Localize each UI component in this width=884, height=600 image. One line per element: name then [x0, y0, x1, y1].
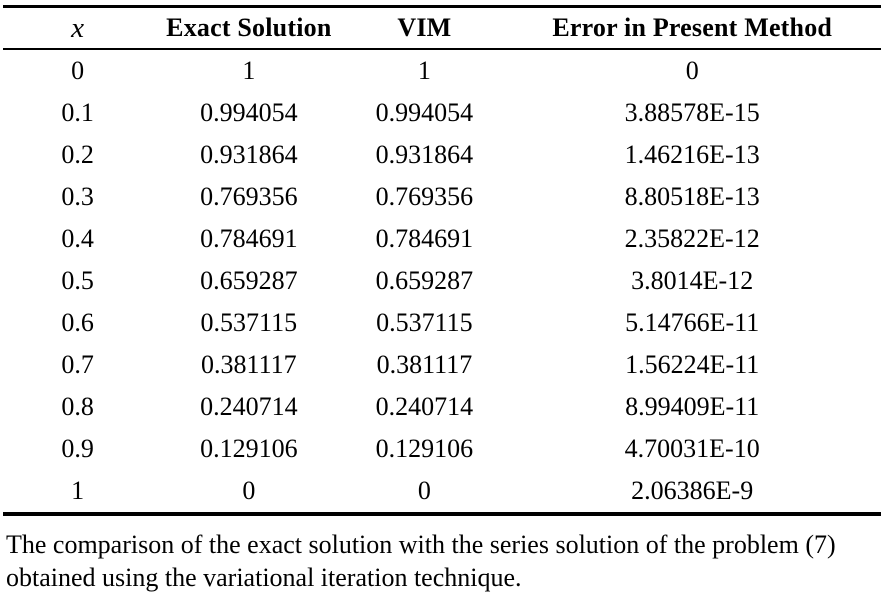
table-cell: 0.784691 [200, 224, 298, 253]
comparison-table: x Exact Solution VIM Error in Present Metho… [3, 5, 881, 516]
table-cell: 0.537115 [200, 308, 298, 337]
table-cell: 1.56224E-11 [625, 350, 760, 379]
table-cell: 0.5 [61, 266, 94, 295]
column-header-x: x [71, 11, 85, 44]
table-cell: 8.99409E-11 [625, 392, 760, 421]
table-row: 0.9 0.129106 0.129106 4.70031E-10 [3, 428, 881, 470]
table-cell: 0.129106 [375, 434, 474, 463]
table-row: 1 0 0 2.06386E-9 [3, 470, 881, 512]
table-cell: 0.129106 [200, 434, 298, 463]
table-cell: 0 [71, 56, 85, 85]
table-row: 0 1 1 0 [3, 50, 881, 92]
table-row: 0.3 0.769356 0.769356 8.80518E-13 [3, 176, 881, 218]
table-cell: 8.80518E-13 [624, 182, 760, 211]
table-cell: 2.35822E-12 [624, 224, 760, 253]
table-cell: 3.88578E-15 [624, 98, 760, 127]
table-cell: 1 [242, 56, 256, 85]
table-cell: 0 [417, 476, 431, 505]
table-row: 0.4 0.784691 0.784691 2.35822E-12 [3, 218, 881, 260]
table-cell: 0.240714 [375, 392, 474, 421]
table-row: 0.8 0.240714 0.240714 8.99409E-11 [3, 386, 881, 428]
table-row: 0.2 0.931864 0.931864 1.46216E-13 [3, 134, 881, 176]
table-row: 0.7 0.381117 0.381117 1.56224E-11 [3, 344, 881, 386]
table-cell: 0 [242, 476, 256, 505]
table-caption: The comparison of the exact solution wit… [6, 530, 836, 592]
table-cell: 0.931864 [375, 140, 474, 169]
table-row: 0.6 0.537115 0.537115 5.14766E-11 [3, 302, 881, 344]
table-row: 0.1 0.994054 0.994054 3.88578E-15 [3, 92, 881, 134]
table-cell: 0.769356 [200, 182, 298, 211]
table-cell: 5.14766E-11 [625, 308, 760, 337]
table-body: 0 1 1 0 0.1 0.994054 0.994054 3.88578E-15 0.2 0.9… [3, 50, 881, 512]
column-header-vim: VIM [397, 13, 452, 42]
table-cell: 0.381117 [376, 350, 473, 379]
table-cell: 0.994054 [375, 98, 474, 127]
table-header-row: x Exact Solution VIM Error in Present Metho… [3, 8, 881, 50]
table-cell: 1 [71, 476, 85, 505]
table-cell: 4.70031E-10 [624, 434, 760, 463]
table-cell: 0.4 [61, 224, 94, 253]
table-cell: 0.537115 [376, 308, 473, 337]
table-cell: 0.8 [61, 392, 94, 421]
table-cell: 0.240714 [200, 392, 298, 421]
table-cell: 0.3 [61, 182, 94, 211]
table-cell: 0.784691 [375, 224, 474, 253]
table-cell: 0.659287 [200, 266, 298, 295]
table-cell: 0.381117 [201, 350, 297, 379]
table-cell: 0 [685, 56, 699, 85]
table-cell: 0.6 [61, 308, 94, 337]
table-cell: 0.1 [61, 98, 94, 127]
table-cell: 0.769356 [375, 182, 474, 211]
table-cell: 0.2 [61, 140, 94, 169]
table-cell: 3.8014E-12 [631, 266, 754, 295]
table-cell: 2.06386E-9 [631, 476, 754, 505]
table-row: 0.5 0.659287 0.659287 3.8014E-12 [3, 260, 881, 302]
table-cell: 0.931864 [200, 140, 298, 169]
table-cell: 0.659287 [375, 266, 474, 295]
column-header-exact-solution: Exact Solution [166, 13, 332, 42]
table-cell: 0.994054 [200, 98, 298, 127]
column-header-error-in-present-method: Error in Present Method [552, 13, 833, 42]
table-cell: 0.9 [61, 434, 94, 463]
table-cell: 1 [417, 56, 431, 85]
table-cell: 0.7 [61, 350, 94, 379]
table-cell: 1.46216E-13 [624, 140, 760, 169]
